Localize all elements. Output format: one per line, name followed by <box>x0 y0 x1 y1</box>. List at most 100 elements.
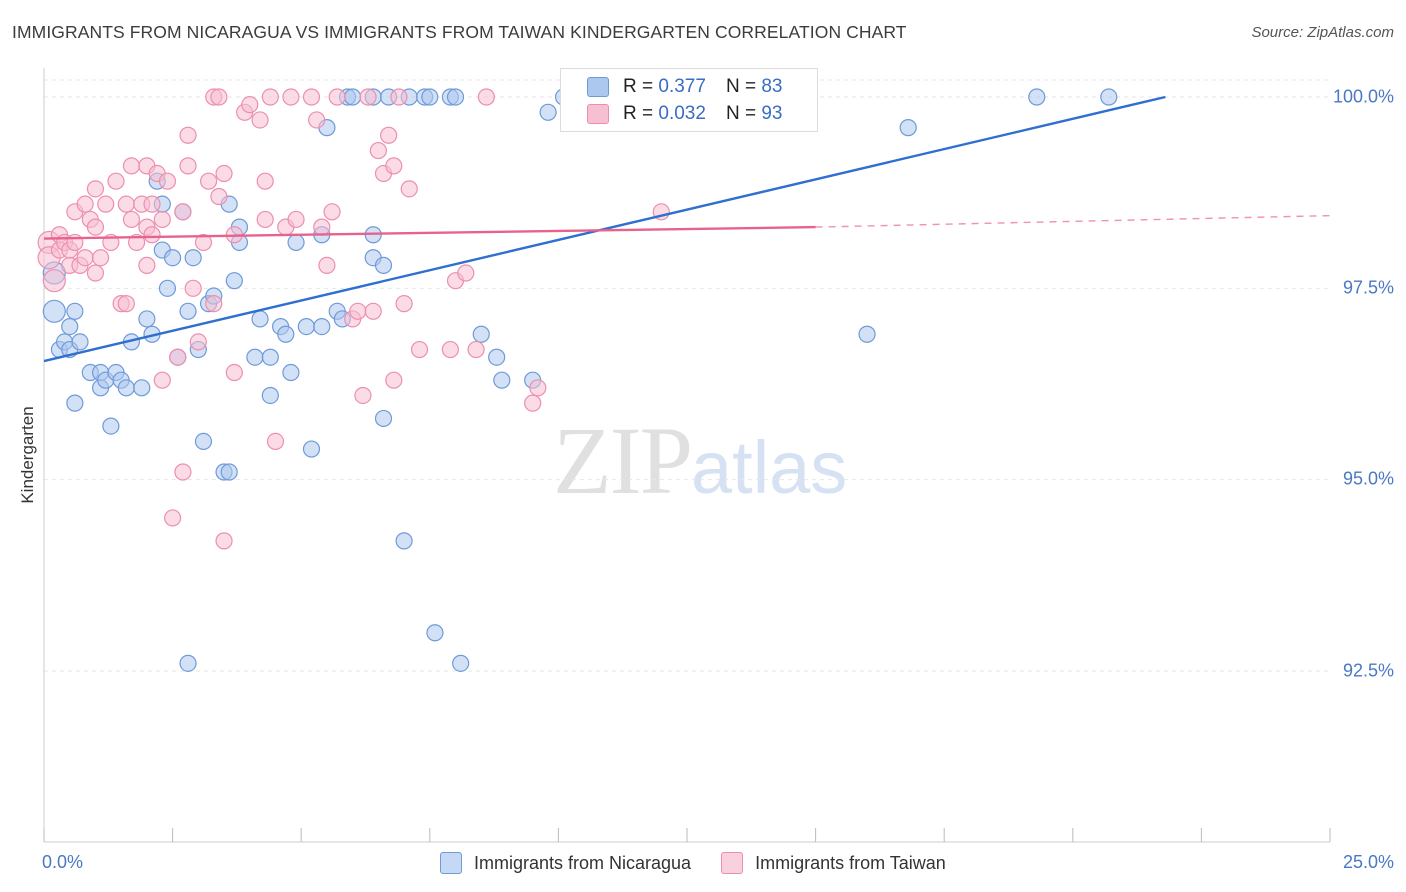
point-nicaragua <box>42 299 66 323</box>
y-tick-label-95: 95.0% <box>1342 468 1394 489</box>
point-taiwan <box>364 302 382 320</box>
point-nicaragua <box>179 302 197 320</box>
point-taiwan <box>86 218 105 236</box>
point-taiwan <box>261 88 279 106</box>
point-taiwan <box>282 88 300 106</box>
legend-label-nicaragua: Immigrants from Nicaragua <box>474 852 692 873</box>
point-nicaragua <box>102 417 120 435</box>
point-taiwan <box>143 195 161 213</box>
series-legend: Immigrants from Nicaragua Immigrants fro… <box>440 852 976 874</box>
legend-r-nicaragua: 0.377 <box>658 76 706 97</box>
point-taiwan <box>122 210 141 229</box>
point-taiwan <box>251 111 269 129</box>
point-taiwan <box>138 256 156 274</box>
point-nicaragua <box>395 532 413 550</box>
point-taiwan <box>457 264 475 282</box>
point-taiwan <box>385 157 403 175</box>
point-nicaragua <box>421 88 439 106</box>
point-nicaragua <box>374 256 393 274</box>
point-nicaragua <box>488 348 506 366</box>
point-taiwan <box>215 164 233 183</box>
point-taiwan <box>205 295 223 313</box>
point-nicaragua <box>261 386 279 405</box>
point-nicaragua <box>117 379 135 397</box>
point-nicaragua <box>66 394 84 412</box>
point-taiwan <box>524 394 542 412</box>
chart-title: IMMIGRANTS FROM NICARAGUA VS IMMIGRANTS … <box>12 22 907 42</box>
point-taiwan <box>390 88 408 106</box>
point-nicaragua <box>66 302 84 320</box>
point-taiwan <box>107 172 125 190</box>
point-taiwan <box>143 226 161 244</box>
source-label: Source: ZipAtlas.com <box>1251 24 1394 41</box>
point-taiwan <box>66 233 84 252</box>
legend-n-taiwan: 93 <box>761 103 783 124</box>
legend-n-label: N = <box>725 76 757 97</box>
legend-label-taiwan: Immigrants from Taiwan <box>755 852 946 873</box>
legend-r-label: R = <box>623 76 654 97</box>
point-nicaragua <box>539 103 557 121</box>
series-taiwan-points <box>37 88 670 550</box>
point-taiwan <box>169 348 187 366</box>
legend-n-label: N = <box>725 103 757 124</box>
point-taiwan <box>385 371 403 389</box>
point-nicaragua <box>302 440 321 458</box>
legend-row-taiwan: R = 0.032 N = 93 <box>587 101 782 127</box>
point-nicaragua <box>277 325 295 343</box>
point-taiwan <box>477 88 495 106</box>
x-tick-min: 0.0% <box>42 852 84 872</box>
point-nicaragua <box>374 409 393 428</box>
point-taiwan <box>287 210 305 229</box>
point-taiwan <box>189 333 207 351</box>
point-nicaragua <box>313 318 331 336</box>
point-taiwan <box>354 386 372 405</box>
point-taiwan <box>158 172 177 190</box>
point-taiwan <box>256 172 274 190</box>
legend-item-nicaragua: Immigrants from Nicaragua <box>440 852 691 874</box>
point-taiwan <box>210 187 228 206</box>
point-nicaragua <box>282 363 300 382</box>
point-nicaragua <box>287 233 305 252</box>
point-taiwan <box>174 203 192 221</box>
point-taiwan <box>256 210 274 229</box>
point-taiwan <box>323 203 341 221</box>
legend-swatch-taiwan <box>587 104 609 124</box>
point-taiwan <box>359 88 377 106</box>
point-nicaragua <box>472 325 490 343</box>
point-nicaragua <box>899 119 917 137</box>
point-taiwan <box>529 379 547 397</box>
point-taiwan <box>97 195 115 213</box>
point-taiwan <box>400 180 418 198</box>
point-nicaragua <box>179 654 197 672</box>
point-taiwan <box>318 256 336 274</box>
watermark: ZIPatlas <box>553 405 847 516</box>
point-nicaragua <box>858 325 876 343</box>
legend-swatch-nicaragua <box>440 852 462 874</box>
point-nicaragua <box>220 463 238 481</box>
y-axis-label: Kindergarten <box>18 406 37 504</box>
point-taiwan <box>42 269 66 293</box>
point-nicaragua <box>426 624 444 642</box>
watermark-zip: ZIP <box>553 407 693 514</box>
point-taiwan <box>302 88 321 106</box>
point-nicaragua <box>133 379 151 397</box>
point-taiwan <box>328 88 346 106</box>
point-taiwan <box>210 88 228 106</box>
point-nicaragua <box>251 310 269 328</box>
point-nicaragua <box>297 318 315 336</box>
axes <box>43 68 1331 843</box>
point-nicaragua <box>452 654 470 672</box>
legend-swatch-taiwan <box>721 852 744 874</box>
point-taiwan <box>91 249 110 267</box>
point-taiwan <box>179 157 197 175</box>
point-nicaragua <box>164 249 182 267</box>
y-tick-label-92-5: 92.5% <box>1342 660 1394 681</box>
stats-legend: R = 0.377 N = 83 R = 0.032 N = 93 <box>560 68 818 132</box>
point-taiwan <box>174 463 192 481</box>
point-nicaragua <box>1100 88 1118 106</box>
point-nicaragua <box>71 333 89 351</box>
point-taiwan <box>117 295 135 313</box>
point-taiwan <box>76 195 94 213</box>
x-tick-max: 25.0% <box>1342 852 1394 872</box>
point-taiwan <box>313 218 331 236</box>
